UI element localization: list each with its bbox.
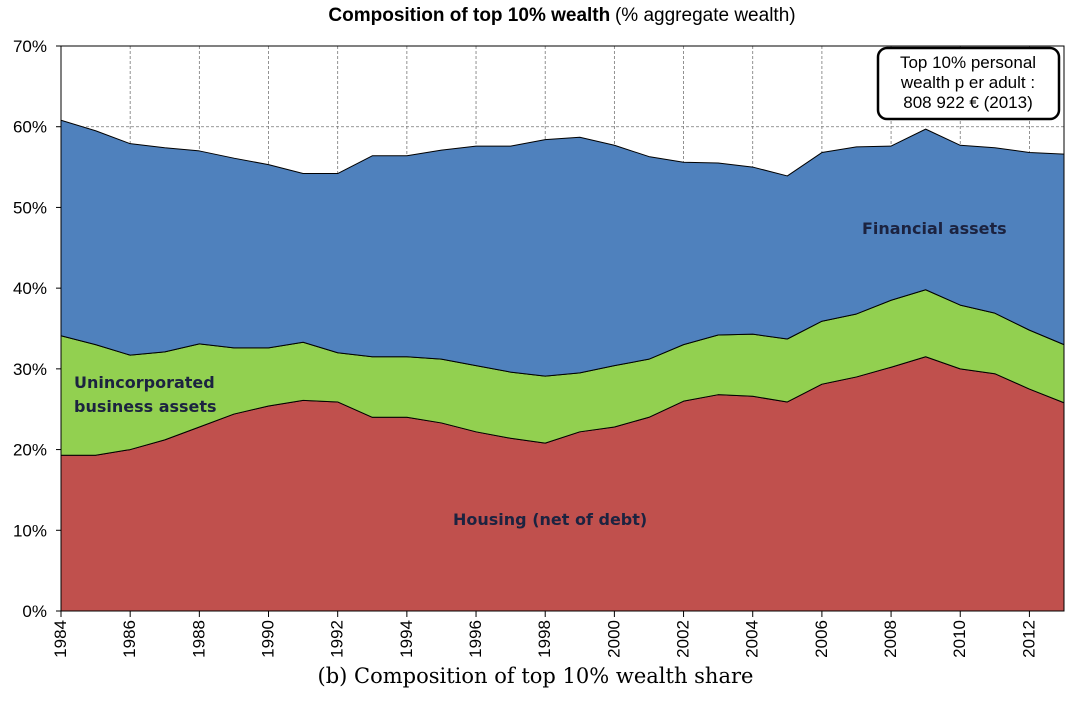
x-tick-label: 2004 — [743, 620, 762, 658]
x-tick-label: 2006 — [812, 620, 831, 658]
x-tick-label: 2000 — [604, 620, 623, 658]
y-tick-label: 10% — [13, 521, 47, 540]
y-tick-label: 30% — [13, 360, 47, 379]
y-tick-label: 50% — [13, 198, 47, 217]
x-tick-label: 1996 — [466, 620, 485, 658]
x-tick-label: 2012 — [1019, 620, 1038, 658]
series-label: Financial assets — [862, 219, 1007, 238]
areas — [60, 119, 1065, 612]
x-tick-label: 2002 — [674, 620, 693, 658]
annotation-box — [876, 46, 1061, 121]
annotation-text: wealth p er adult : — [900, 73, 1035, 92]
x-tick-label: 1984 — [51, 620, 70, 658]
y-tick-label: 40% — [13, 279, 47, 298]
x-tick-label: 2008 — [881, 620, 900, 658]
annotation-text: 808 922 € (2013) — [903, 93, 1033, 112]
x-tick-label: 1988 — [189, 620, 208, 658]
subtitle: (% aggregate wealth) — [615, 5, 796, 26]
series-label: Housing (net of debt) — [453, 510, 648, 529]
y-tick-label: 20% — [13, 441, 47, 460]
annotation-text: Top 10% personal — [900, 53, 1036, 72]
y-tick-label: 70% — [13, 37, 47, 56]
y-tick-label: 0% — [22, 602, 47, 621]
x-tick-label: 1986 — [120, 620, 139, 658]
x-tick-label: 1994 — [397, 620, 416, 658]
series-label: Unincorporated business assets — [74, 373, 217, 416]
axes: 0% 10% 20% 30% 40% 50% 60% 70% 1984 1986 1988 1990 1… — [13, 37, 1065, 658]
x-tick-label: 1998 — [535, 620, 554, 658]
x-tick-label: 1992 — [328, 620, 347, 658]
x-tick-label: 2010 — [950, 620, 969, 658]
plot-frame — [60, 45, 1065, 612]
caption: (b) Composition of top 10% wealth share — [317, 664, 754, 688]
title: Composition of top 10% wealth — [328, 5, 610, 26]
y-tick-label: 60% — [13, 118, 47, 137]
chart-title: Composition of top 10% wealth (% aggrega… — [328, 5, 795, 26]
x-tick-label: 1990 — [259, 620, 278, 658]
